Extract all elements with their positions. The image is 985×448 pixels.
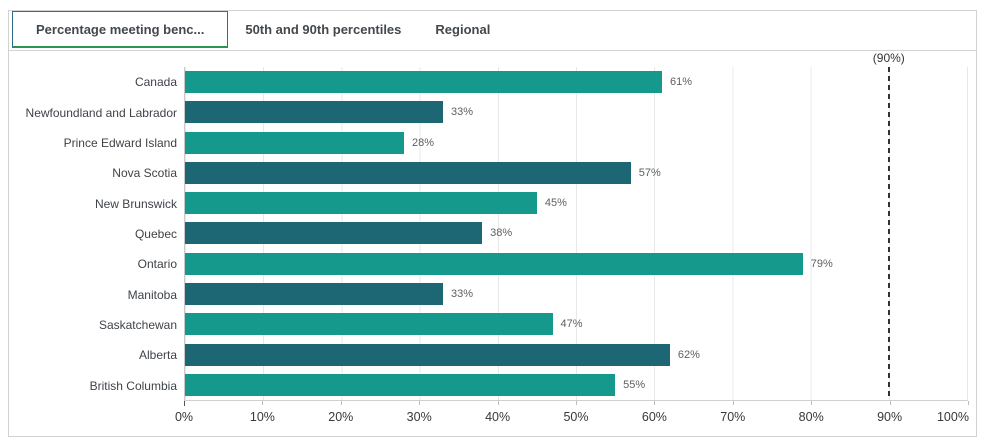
x-axis-tick-label: 10% bbox=[249, 410, 275, 424]
category-label: British Columbia bbox=[89, 378, 177, 393]
bar-row: 61% bbox=[185, 71, 967, 94]
bar-value-label: 57% bbox=[638, 166, 661, 179]
bar-rows: 61% 33% 28% 57% 45% 38% 79% 33% 47% 62% bbox=[185, 67, 967, 400]
category-label: Quebec bbox=[134, 226, 177, 241]
bar-value-label: 61% bbox=[670, 76, 693, 89]
bar-row: 33% bbox=[185, 282, 967, 305]
category-label: Alberta bbox=[138, 348, 177, 363]
category-label: Manitoba bbox=[127, 287, 177, 302]
bar-row: 79% bbox=[185, 252, 967, 275]
x-axis-tick-label: 40% bbox=[485, 410, 511, 424]
bar-value-label: 33% bbox=[451, 287, 474, 300]
bar[interactable] bbox=[185, 71, 663, 94]
plot-area: 61% 33% 28% 57% 45% 38% 79% 33% 47% 62% bbox=[184, 51, 968, 401]
bar-chart: Canada Newfoundland and Labrador Prince … bbox=[9, 51, 976, 435]
x-axis-tick bbox=[576, 401, 577, 405]
x-axis-tick bbox=[732, 401, 734, 405]
bar[interactable] bbox=[185, 282, 444, 305]
x-axis: 0% 10% 20% 30% 40% 50% 60% 70% 80% 90% 1… bbox=[175, 401, 969, 431]
bar-value-label: 28% bbox=[411, 136, 434, 149]
bar-row: 33% bbox=[185, 101, 967, 124]
category-label: Nova Scotia bbox=[112, 166, 177, 181]
x-axis-tick-label: 30% bbox=[406, 410, 432, 424]
bar[interactable] bbox=[185, 252, 803, 275]
tab-50th-90th-percentiles[interactable]: 50th and 90th percentiles bbox=[245, 22, 402, 37]
bar[interactable] bbox=[185, 161, 631, 184]
category-label: Canada bbox=[134, 75, 177, 90]
category-label: Newfoundland and Labrador bbox=[25, 105, 177, 120]
x-axis-tick-label: 70% bbox=[720, 410, 746, 424]
tab-bar: Percentage meeting benc... 50th and 90th… bbox=[9, 11, 976, 51]
tab-regional[interactable]: Regional bbox=[435, 22, 491, 37]
x-axis-tick-label: 60% bbox=[641, 410, 667, 424]
bar-value-label: 33% bbox=[451, 106, 474, 119]
bar-row: 62% bbox=[185, 343, 967, 366]
benchmark-chart-widget: Percentage meeting benc... 50th and 90th… bbox=[8, 10, 977, 437]
bar-row: 57% bbox=[185, 161, 967, 184]
x-axis-tick-label: 20% bbox=[328, 410, 354, 424]
bar[interactable] bbox=[185, 343, 670, 366]
category-labels: Canada Newfoundland and Labrador Prince … bbox=[9, 67, 177, 401]
x-axis-tick bbox=[184, 401, 185, 406]
x-axis-tick bbox=[419, 401, 421, 405]
bar[interactable] bbox=[185, 222, 483, 245]
x-axis-tick-label: 100% bbox=[936, 410, 969, 424]
bar-row: 45% bbox=[185, 192, 967, 215]
x-axis-tick bbox=[497, 401, 499, 405]
x-axis-tick bbox=[262, 401, 264, 405]
category-label: Prince Edward Island bbox=[63, 135, 177, 150]
bar-row: 55% bbox=[185, 373, 967, 396]
x-axis-tick-label: 90% bbox=[877, 410, 903, 424]
bar[interactable] bbox=[185, 313, 553, 336]
category-label: Saskatchewan bbox=[98, 318, 177, 333]
bar-value-label: 55% bbox=[623, 378, 646, 391]
bar-value-label: 38% bbox=[490, 227, 513, 240]
bar[interactable] bbox=[185, 131, 404, 154]
bar-value-label: 45% bbox=[544, 197, 567, 210]
x-axis-tick-label: 80% bbox=[798, 410, 824, 424]
x-axis-tick-label: 50% bbox=[563, 410, 589, 424]
x-axis-tick bbox=[340, 401, 342, 405]
bar[interactable] bbox=[185, 192, 537, 215]
reference-line-label: (90%) bbox=[872, 51, 905, 65]
bar-value-label: 62% bbox=[677, 348, 700, 361]
bar-row: 38% bbox=[185, 222, 967, 245]
bar-value-label: 47% bbox=[560, 318, 583, 331]
reference-line-90 bbox=[887, 67, 890, 400]
tab-percentage-meeting-benchmark[interactable]: Percentage meeting benc... bbox=[12, 11, 229, 48]
x-axis-tick bbox=[968, 401, 969, 405]
x-axis-tick-label: 0% bbox=[174, 410, 194, 424]
bar[interactable] bbox=[185, 373, 616, 396]
bar-row: 28% bbox=[185, 131, 967, 154]
bar[interactable] bbox=[185, 101, 444, 124]
category-label: New Brunswick bbox=[94, 196, 177, 211]
bar-row: 47% bbox=[185, 313, 967, 336]
x-axis-tick bbox=[654, 401, 656, 405]
x-axis-tick bbox=[889, 401, 891, 405]
category-label: Ontario bbox=[137, 257, 177, 272]
x-axis-tick bbox=[811, 401, 813, 405]
bar-value-label: 79% bbox=[810, 257, 833, 270]
